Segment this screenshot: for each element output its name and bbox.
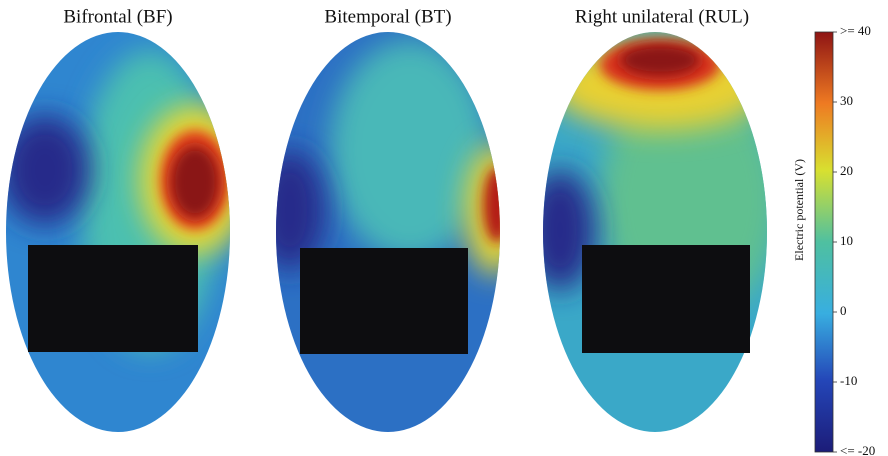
figure: Bifrontal (BF) Bitemporal (BT) Right uni… [0,0,888,456]
colorbar [815,32,833,452]
redaction [582,245,750,353]
tick-label: 0 [840,303,847,318]
redaction [28,245,198,352]
panel-title: Bitemporal (BT) [324,6,451,27]
redaction [300,248,468,354]
tick-label: 30 [840,93,853,108]
tick-label: >= 40 [840,23,871,38]
tick-label: 10 [840,233,853,248]
panel-title: Right unilateral (RUL) [575,6,749,27]
head-bf [0,30,250,440]
head-bt [255,30,525,440]
tick-label: -10 [840,373,857,388]
tick-label: 20 [840,163,853,178]
panel-title: Bifrontal (BF) [63,6,172,27]
tick-label: <= -20 [840,443,875,456]
head-rul [525,30,780,440]
colorbar-label: Electric potential (V) [792,159,806,261]
